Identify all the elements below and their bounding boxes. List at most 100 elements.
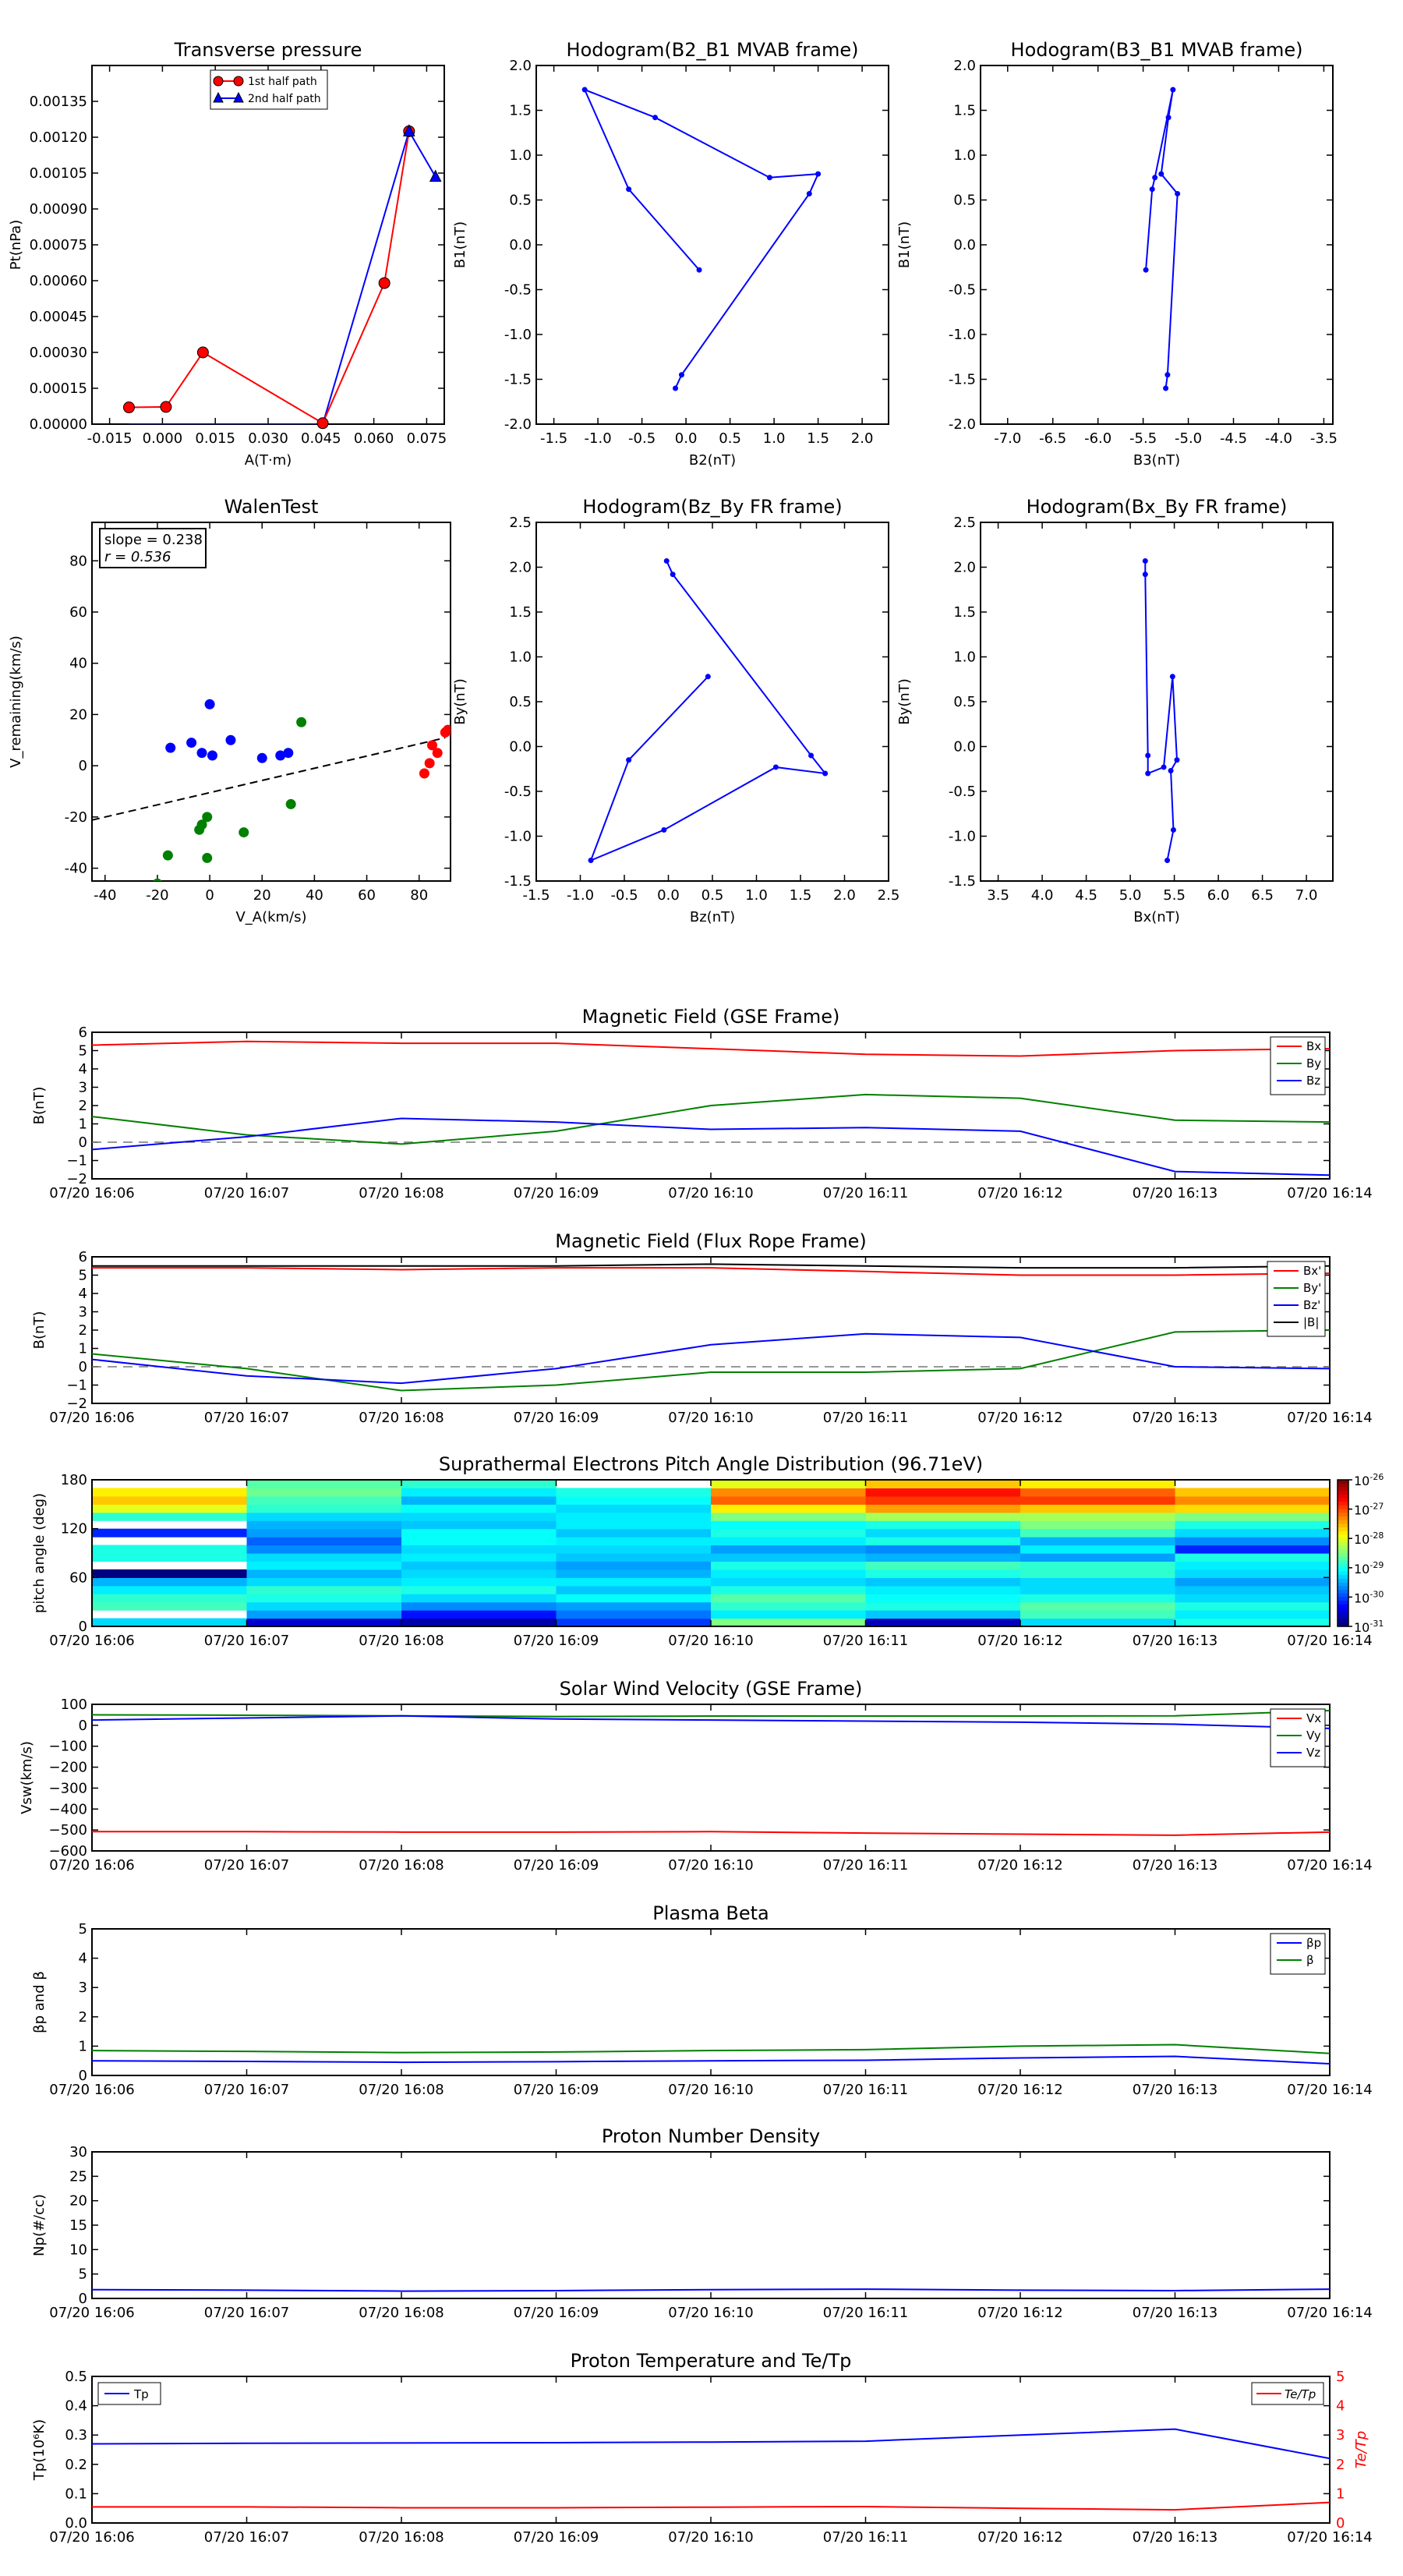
panel-bgse: Magnetic Field (GSE Frame) 07/20 16:06 07/… [31, 1006, 1373, 1201]
y-tick-label: -0.5 [949, 282, 976, 299]
x-tick-label: 07/20 16:07 [204, 1857, 289, 1874]
y-tick-label: −1 [66, 1153, 87, 1169]
heatmap-cell [711, 1561, 867, 1570]
y-tick-label: 1.5 [953, 103, 976, 119]
x-tick-label: 07/20 16:14 [1287, 1857, 1372, 1874]
panel-hb31: Hodogram(B3_B1 MVAB frame) -7.0 -6.5 -6.0 -5… [896, 39, 1338, 469]
colorbar-segment [1338, 1502, 1348, 1506]
colorbar-segment [1338, 1527, 1348, 1532]
series-line [91, 1093, 1331, 1145]
y-tick-label: 4 [79, 1286, 87, 1302]
series-line [91, 1329, 1331, 1392]
colorbar-segment [1338, 1520, 1348, 1524]
data-point [1170, 87, 1176, 93]
heatmap-cell [556, 1585, 712, 1594]
series-line [91, 2055, 1331, 2065]
x-tick-label: 0.0 [675, 430, 698, 447]
y2-tick-label: 5 [1336, 2369, 1345, 2385]
x-tick-label: 07/20 16:10 [668, 2305, 753, 2321]
legend-label: Te/Tp [1285, 2387, 1316, 2401]
colorbar-segment [1338, 1556, 1348, 1561]
data-point [626, 757, 632, 763]
x-tick-label: 07/20 16:10 [668, 1410, 753, 1426]
y-tick-label: 3 [79, 1304, 87, 1321]
y-axis-label: By(nT) [896, 678, 913, 724]
y-axis-label: V_remaining(km/s) [8, 635, 24, 768]
heatmap-cell [246, 1480, 402, 1489]
plot-frame [980, 65, 1334, 425]
y-tick-label: -1.5 [504, 372, 532, 388]
heatmap-cell [711, 1520, 867, 1530]
heatmap-cell [92, 1528, 248, 1537]
colorbar-segment [1338, 1571, 1348, 1576]
plot-frame [535, 522, 889, 882]
panel-title: Hodogram(Bz_By FR frame) [582, 496, 842, 518]
heatmap-cell [865, 1520, 1021, 1530]
heatmap-cell [1175, 1512, 1331, 1521]
panel-title: Proton Number Density [602, 2125, 820, 2147]
y-tick-label: 0.5 [65, 2369, 87, 2385]
x-tick-label: -1.0 [585, 430, 612, 447]
y-tick-label: 0.4 [65, 2398, 87, 2415]
x-tick-label: -1.5 [522, 887, 550, 904]
heatmap-cell [1020, 1577, 1176, 1587]
plot-frame [91, 1256, 1331, 1404]
scatter-point [165, 742, 176, 753]
x-tick-label: 07/20 16:10 [668, 1185, 753, 1201]
data-point [652, 115, 659, 121]
heatmap-cell [92, 1569, 248, 1578]
heatmap-cell [711, 1504, 867, 1513]
heatmap-cell [246, 1585, 402, 1594]
x-tick-label: 2.0 [833, 887, 856, 904]
x-tick-label: 07/20 16:14 [1287, 2529, 1372, 2546]
heatmap-cell [401, 1504, 557, 1513]
heatmap-cell [1020, 1610, 1176, 1619]
panel-title: Magnetic Field (Flux Rope Frame) [555, 1230, 866, 1252]
x-tick-label: 07/20 16:14 [1287, 1410, 1372, 1426]
y-tick-label: 0 [79, 758, 87, 774]
colorbar-segment [1338, 1523, 1348, 1528]
heatmap-cell [1175, 1585, 1331, 1594]
data-point [1165, 115, 1172, 121]
heatmap-cell [865, 1480, 1021, 1489]
heatmap-cell [401, 1569, 557, 1578]
colorbar-segment [1338, 1483, 1348, 1488]
y-tick-label: 10 [69, 2242, 87, 2258]
heatmap-cell [1020, 1480, 1176, 1489]
y-tick-label: 5 [79, 1268, 87, 1284]
x-tick-label: 0.045 [301, 430, 341, 447]
x-tick-label: 07/20 16:09 [514, 1857, 599, 1874]
legend-label: |B| [1303, 1315, 1319, 1329]
series-line [91, 1714, 1331, 1729]
y-tick-label: −500 [49, 1822, 87, 1838]
y-tick-label: 2.0 [953, 58, 976, 74]
x-axis-label: B2(nT) [689, 452, 736, 469]
heatmap-cell [1020, 1488, 1176, 1497]
colorbar-base: 10 [1354, 1503, 1369, 1518]
y-tick-label: -0.5 [949, 784, 976, 800]
heatmap-cell [1175, 1610, 1331, 1619]
x-tick-label: 07/20 16:12 [977, 1410, 1062, 1426]
heatmap-cell [92, 1594, 248, 1603]
data-point [673, 385, 679, 391]
colorbar-segment [1338, 1545, 1348, 1550]
panel-title: Hodogram(B3_B1 MVAB frame) [1011, 39, 1303, 61]
x-tick-label: 07/20 16:08 [359, 1185, 444, 1201]
colorbar-tick-label: 10-26 [1354, 1472, 1384, 1488]
y-tick-label: 0.00120 [30, 129, 87, 146]
x-tick-label: -5.5 [1129, 430, 1157, 447]
heatmap-cell [865, 1561, 1021, 1570]
colorbar-segment [1338, 1575, 1348, 1580]
legend-label: By' [1303, 1281, 1321, 1295]
series-line [91, 1710, 1331, 1718]
y-tick-label: 20 [69, 2193, 87, 2210]
scatter-point [186, 738, 197, 748]
heatmap-cell [556, 1569, 712, 1578]
series-line [91, 2288, 1331, 2292]
y-tick-label: 2.5 [953, 515, 976, 531]
heatmap-cell [711, 1528, 867, 1537]
y-tick-label: -1.5 [504, 873, 532, 890]
y-axis-label: Vsw(km/s) [19, 1741, 35, 1814]
heatmap-cell [92, 1512, 248, 1521]
data-point [808, 752, 815, 759]
